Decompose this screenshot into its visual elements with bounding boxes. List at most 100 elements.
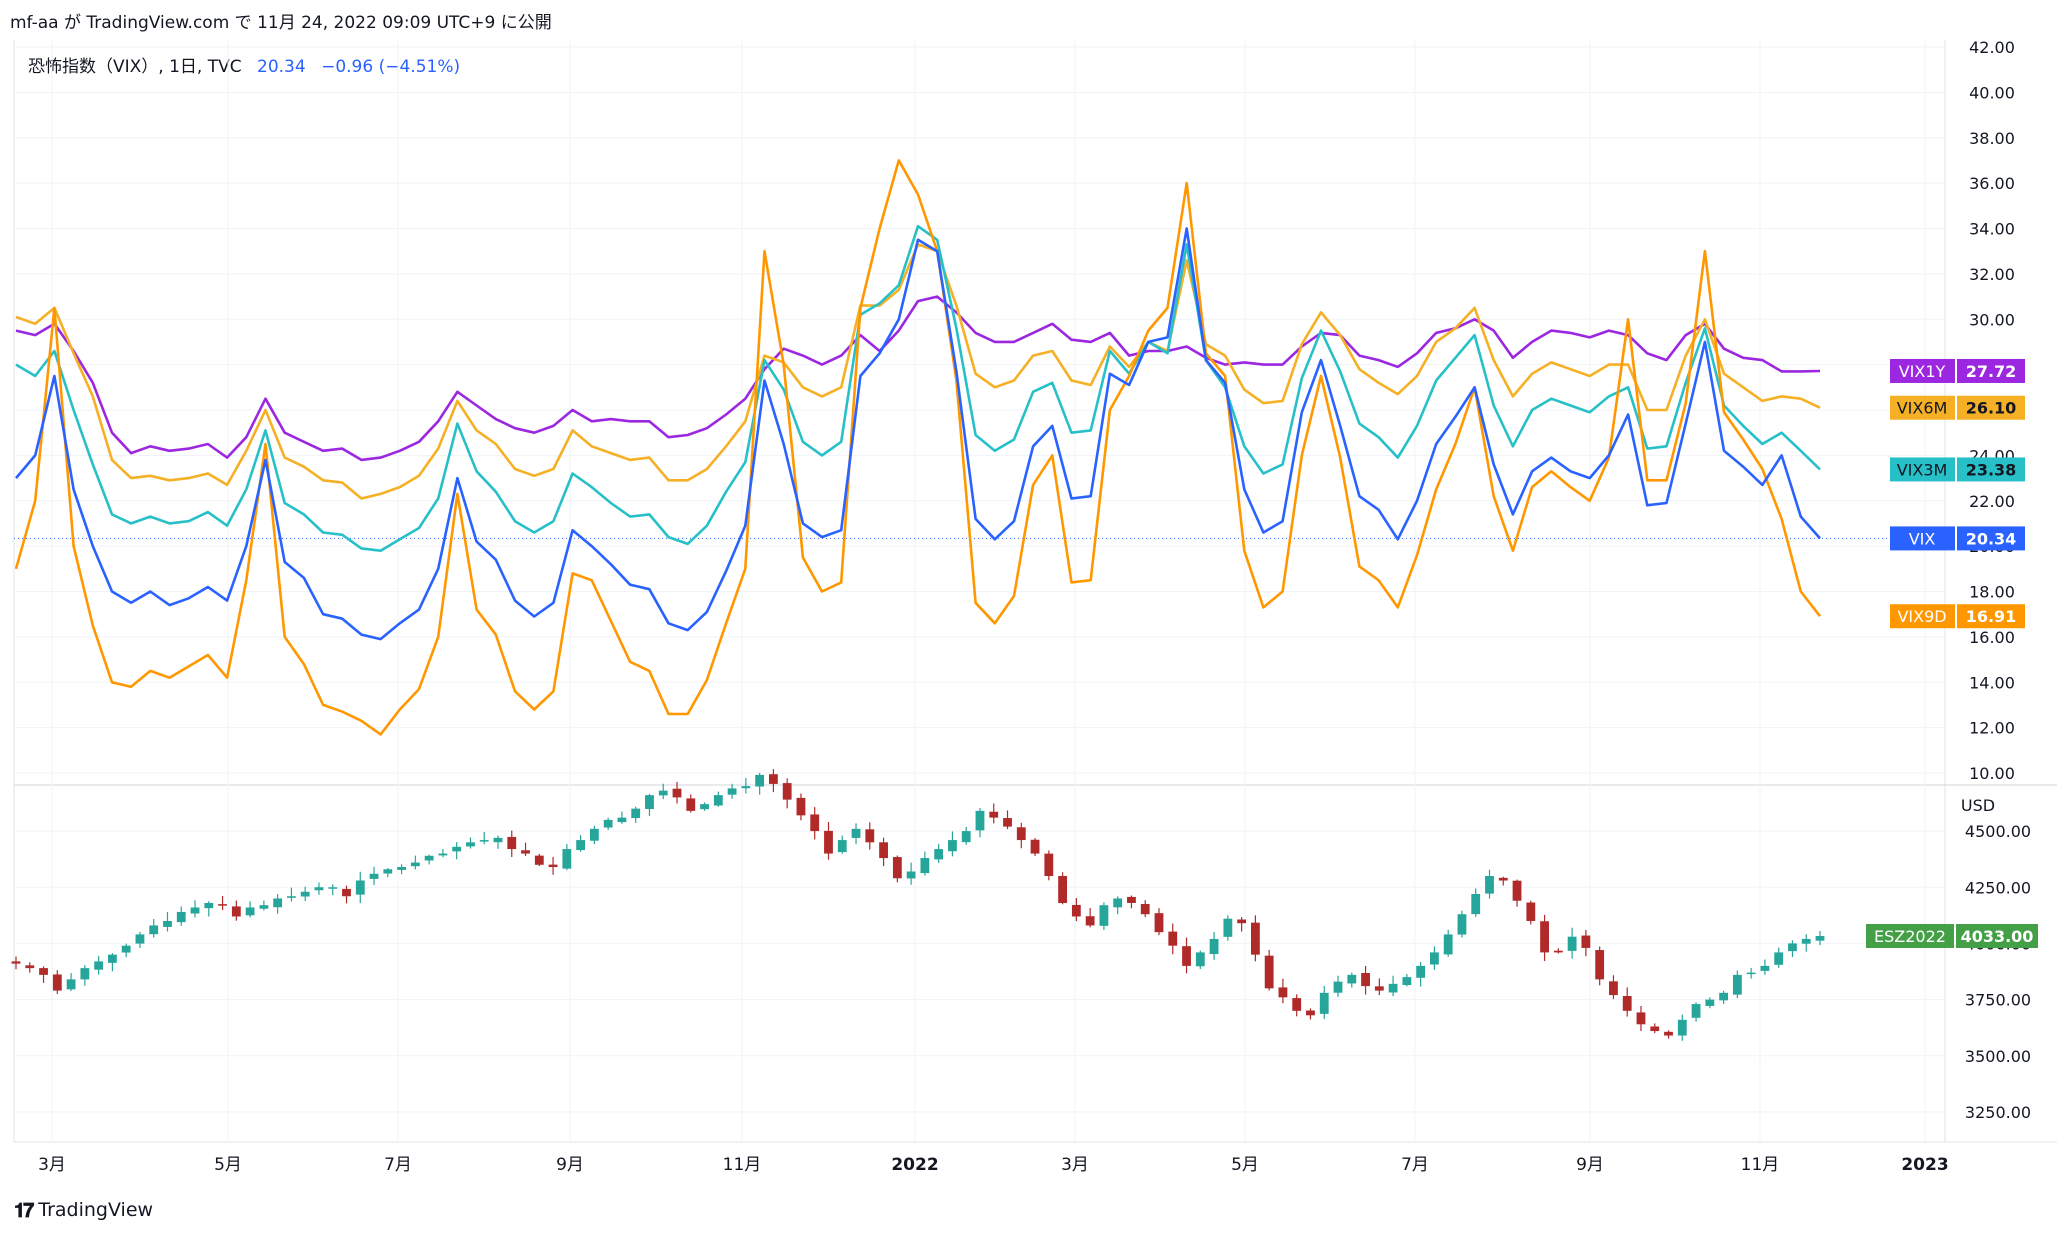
candle-body [1746, 972, 1756, 975]
candle-body [879, 842, 888, 859]
candle-body [1319, 992, 1329, 1014]
candle-body [1209, 938, 1219, 955]
candle [397, 864, 406, 875]
candle [1085, 908, 1095, 928]
candle-body [1471, 893, 1481, 915]
candle-body [617, 817, 627, 823]
candle-body [1485, 876, 1494, 894]
candle [94, 955, 104, 975]
series-tag-name-bg [1890, 358, 1955, 383]
series-tag-es: ESZ2022 4033.00 [1866, 924, 2038, 949]
candle [1388, 975, 1398, 997]
y-tick-label: 40.00 [1969, 83, 2015, 102]
candle-body [452, 846, 462, 852]
candle [1306, 1008, 1315, 1020]
series-tag-vix9d: VIX9D 16.91 [1890, 604, 2025, 629]
candle [1457, 910, 1467, 938]
series-tag-value-bg [1957, 395, 2025, 420]
candle [163, 912, 172, 932]
y-tick-label: 30.00 [1969, 310, 2015, 329]
y-tick-label: 38.00 [1969, 129, 2015, 148]
candle-body [534, 855, 544, 865]
candle [892, 855, 902, 883]
y-tick-label: 42.00 [1969, 38, 2015, 57]
candle-body [1691, 1004, 1701, 1018]
candle-body [700, 804, 709, 810]
y-tick-label: 16.00 [1969, 628, 2015, 647]
candle [328, 884, 338, 896]
candle-body [865, 829, 875, 843]
candle-body [383, 869, 393, 874]
candle-body [410, 862, 420, 867]
candle-body [52, 974, 62, 991]
series-tag-name-bg [1890, 526, 1955, 551]
candle [1044, 850, 1054, 881]
brand-name: TradingView [38, 1199, 154, 1221]
candle [837, 835, 847, 854]
candle [920, 851, 930, 876]
candle [1498, 876, 1508, 886]
candle [934, 843, 944, 863]
candle [466, 837, 475, 849]
candle [1319, 985, 1329, 1020]
y-tick-label: 32.00 [1969, 265, 2015, 284]
candle-body [1113, 898, 1123, 908]
candle-body [1003, 818, 1012, 827]
candle [424, 854, 434, 865]
candle-body [755, 774, 765, 787]
candle-body [1264, 955, 1274, 989]
candle [948, 831, 957, 857]
candle-body [94, 961, 104, 970]
candle-body [1085, 916, 1095, 926]
candle [672, 781, 682, 804]
candle [342, 885, 351, 904]
candle-body [245, 907, 255, 916]
candle [507, 830, 517, 858]
candle-body [1223, 918, 1233, 937]
candle [1664, 1030, 1673, 1039]
candle-body [1374, 986, 1384, 991]
y-tick-label: 22.00 [1969, 492, 2015, 511]
candle [879, 837, 888, 867]
candle [1127, 895, 1136, 909]
series-tag-value: 16.91 [1966, 607, 2017, 626]
y-tick-label: 14.00 [1969, 673, 2015, 692]
series-line-vix9d [14, 159, 1822, 736]
candle [1402, 974, 1412, 987]
candle-body [287, 896, 296, 898]
candle-body [948, 840, 957, 852]
series-tag-value-bg [1957, 526, 2025, 551]
candle-body [1347, 974, 1357, 984]
es-y-tick-label: 3250.00 [1965, 1103, 2031, 1122]
candle-body [397, 867, 406, 870]
candle [218, 896, 227, 911]
candle [438, 848, 448, 858]
candle [1732, 970, 1742, 999]
chart-legend: 恐怖指数（VIX）, 1日, TVC 20.34 −0.96 (−4.51%) [28, 52, 460, 77]
candle-body [39, 968, 48, 975]
candle-body [1457, 914, 1467, 935]
x-tick-label: 9月 [1576, 1155, 1604, 1175]
candle [1154, 908, 1164, 936]
candle [1003, 810, 1012, 830]
candle [589, 825, 599, 845]
brand-footer[interactable]: 𝟏𝟕 TradingView [14, 1198, 153, 1222]
candle-body [1609, 981, 1618, 996]
legend-symbol[interactable]: 恐怖指数（VIX）, 1日, TVC [28, 57, 242, 77]
candle-body [259, 905, 269, 909]
es-y-tick-label: 3750.00 [1965, 991, 2031, 1010]
candle [107, 953, 117, 972]
candle [1553, 948, 1563, 954]
es-tag-value: 4033.00 [1961, 927, 2034, 946]
candle [176, 906, 186, 926]
series-tag-name: VIX6M [1897, 399, 1948, 418]
series-tag-vix6m: VIX6M 26.10 [1890, 395, 2025, 420]
candle [1705, 997, 1715, 1009]
candle-body [493, 837, 503, 843]
candle [1677, 1014, 1687, 1041]
candle-body [989, 811, 999, 818]
candle [11, 956, 21, 970]
candle-body [906, 871, 916, 879]
x-tick-label: 11月 [1741, 1155, 1780, 1175]
